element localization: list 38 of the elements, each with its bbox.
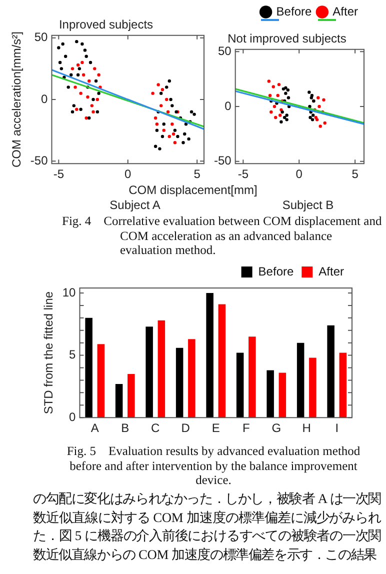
chart-title: Inproved subjects bbox=[58, 18, 154, 32]
x-axis-title: COM displacement[mm] bbox=[128, 183, 258, 197]
x-tick-label: I bbox=[335, 421, 339, 436]
legend-label: After bbox=[332, 4, 358, 18]
text: の勾配に変化はみられなかった．しかし，被験者 A は一次関数近似直線に対する COM 加速度の標準偏差に減少がみられた．図 5 に機器の介入前後におけるすべての被験者の一次関数近似直線からの COM 加速度の標準偏差を示す．この結果 bbox=[33, 490, 381, 564]
caption: Fig. 4 Correlative evaluation between COM displacement and COM acceleration as an advanced balance evaluation method. bbox=[62, 214, 382, 258]
x-tick-label: -5 bbox=[238, 167, 249, 182]
y-axis-title: STD from the fitted line bbox=[42, 291, 56, 414]
x-tick-label: 5 bbox=[194, 167, 201, 182]
x-tick-label: H bbox=[302, 421, 311, 436]
legend-label: Before bbox=[258, 264, 294, 278]
y-tick-label: 50 bbox=[218, 44, 232, 58]
x-tick-label: C bbox=[151, 421, 160, 436]
y-tick-label: 0 bbox=[41, 92, 48, 106]
x-tick-label: 0 bbox=[124, 167, 132, 182]
x-tick-label: E bbox=[212, 421, 220, 436]
y-tick-label: 50 bbox=[34, 30, 48, 44]
x-tick-label: B bbox=[121, 421, 130, 436]
x-tick-label: D bbox=[181, 421, 190, 436]
caption: Fig. 5 Evaluation results by advanced evaluation method before and after intervention by the balance improvement device. bbox=[66, 444, 361, 488]
y-tick-label: 10 bbox=[62, 285, 76, 300]
y-tick-label: 0 bbox=[224, 98, 232, 113]
x-tick-label: A bbox=[90, 421, 99, 436]
y-axis-title: COM acceleration[mm/s²] bbox=[10, 31, 24, 168]
chart-title: Not improved subjects bbox=[228, 32, 346, 46]
y-tick-label: 0 bbox=[69, 410, 76, 424]
x-tick-label: -5 bbox=[53, 167, 64, 182]
x-tick-label: F bbox=[242, 421, 250, 436]
text: Subject A bbox=[108, 198, 162, 212]
x-tick-label: 5 bbox=[352, 167, 359, 182]
y-tick-label: -50 bbox=[214, 154, 232, 168]
x-tick-label: G bbox=[272, 421, 282, 436]
y-tick-label: 5 bbox=[69, 348, 76, 362]
text: Subject B bbox=[281, 198, 335, 212]
legend-label: Before bbox=[276, 4, 312, 18]
y-tick-label: -50 bbox=[30, 153, 48, 168]
x-tick-label: 0 bbox=[296, 167, 303, 182]
legend-label: After bbox=[318, 264, 344, 278]
